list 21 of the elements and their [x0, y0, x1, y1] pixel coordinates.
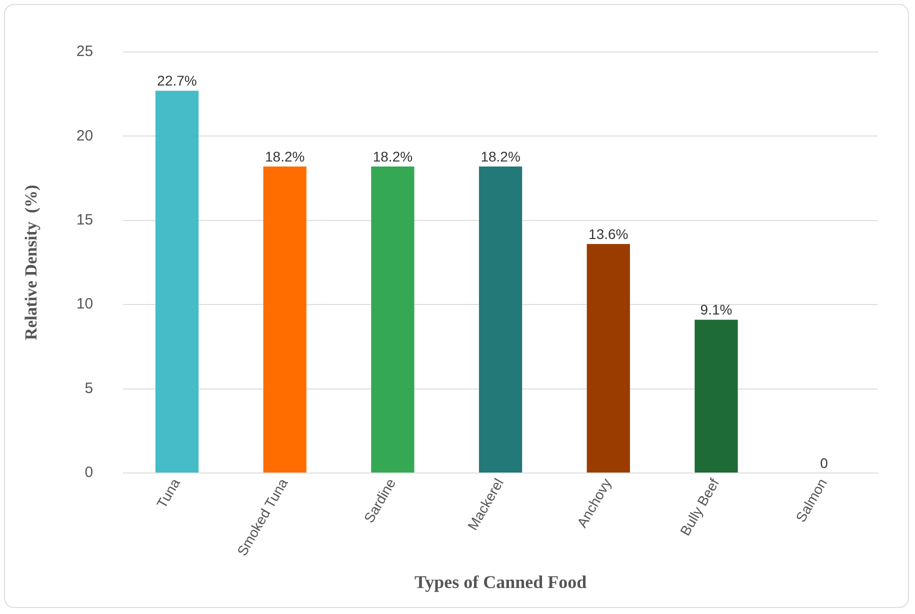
- data-label: 9.1%: [700, 302, 732, 318]
- y-tick-label: 0: [84, 464, 94, 482]
- bar: [478, 166, 522, 472]
- bar: [155, 90, 199, 472]
- y-tick-label: 10: [76, 296, 94, 313]
- y-tick-label: 15: [76, 212, 94, 229]
- y-axis-title: Relative Density (%): [22, 184, 41, 340]
- data-label: 18.2%: [265, 148, 305, 164]
- data-label: 22.7%: [157, 72, 197, 89]
- bar: [371, 166, 414, 472]
- data-label: 0: [820, 454, 828, 471]
- data-label: 13.6%: [588, 226, 628, 242]
- x-axis-title: Types of Canned Food: [414, 572, 587, 592]
- bar: [586, 244, 630, 472]
- y-tick-label: 5: [84, 380, 94, 397]
- y-tick-label: 20: [76, 127, 94, 144]
- bar: [263, 166, 306, 472]
- y-tick-label: 25: [76, 43, 94, 60]
- bar: [694, 320, 738, 472]
- data-label: 18.2%: [480, 148, 520, 164]
- data-label: 18.2%: [372, 148, 413, 164]
